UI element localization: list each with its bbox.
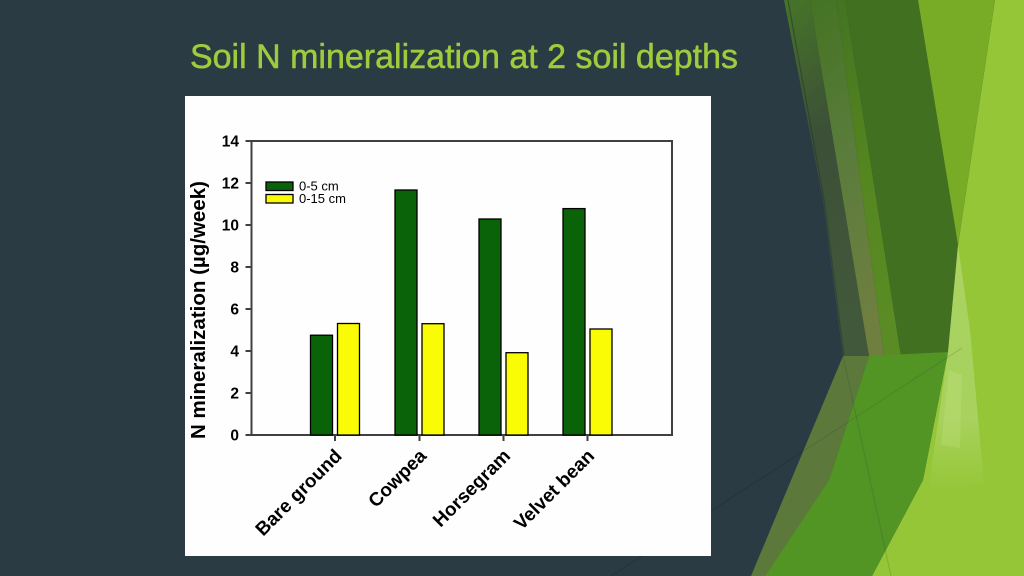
svg-text:Horsegram: Horsegram: [429, 446, 515, 532]
svg-text:14: 14: [222, 134, 240, 151]
svg-text:8: 8: [230, 260, 239, 277]
svg-text:Cowpea: Cowpea: [365, 445, 432, 512]
svg-text:2: 2: [230, 386, 239, 403]
svg-text:Bare ground: Bare ground: [252, 446, 347, 541]
svg-text:Velvet bean: Velvet bean: [510, 446, 599, 535]
svg-text:6: 6: [230, 302, 239, 319]
svg-text:0-5 cm: 0-5 cm: [299, 179, 339, 194]
svg-text:0: 0: [230, 428, 239, 445]
svg-text:0-15 cm: 0-15 cm: [299, 191, 346, 206]
svg-text:N mineralization (µg/week): N mineralization (µg/week): [187, 181, 210, 439]
svg-text:12: 12: [222, 176, 239, 193]
svg-text:10: 10: [222, 218, 239, 235]
svg-text:4: 4: [230, 344, 239, 361]
